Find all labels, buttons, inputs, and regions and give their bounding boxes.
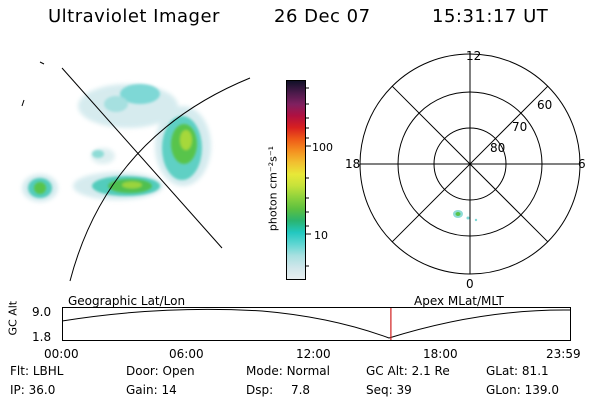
info-dsp-label: Dsp: bbox=[246, 383, 274, 397]
info-ip-label: IP: bbox=[10, 383, 25, 397]
polar-ring-70: 70 bbox=[512, 120, 528, 134]
info-gain-value: 14 bbox=[161, 383, 177, 397]
timeline-right-label: Apex MLat/MLT bbox=[414, 294, 504, 308]
geographic-image-panel[interactable] bbox=[18, 56, 252, 286]
timeline-tick-1: 06:00 bbox=[169, 347, 204, 361]
polar-emission-spot bbox=[453, 210, 478, 222]
polar-grid bbox=[359, 53, 581, 275]
timeline-tick-2: 12:00 bbox=[296, 347, 331, 361]
info-seq-value: 39 bbox=[396, 383, 412, 397]
latitude-arc bbox=[69, 77, 251, 282]
timeline-axis-title: GC Alt bbox=[6, 300, 20, 336]
info-glon-label: GLon: bbox=[486, 383, 521, 397]
info-gain: Gain: 14 bbox=[126, 383, 177, 397]
polar-label-18: 18 bbox=[345, 157, 361, 171]
altitude-timeline[interactable] bbox=[62, 307, 572, 341]
polar-label-6: 6 bbox=[578, 157, 586, 171]
timeline-left-label: Geographic Lat/Lon bbox=[68, 294, 186, 308]
app-title: Ultraviolet Imager bbox=[48, 6, 220, 27]
info-dsp: Dsp: 7.8 bbox=[246, 383, 310, 397]
info-door-label: Door: bbox=[126, 364, 159, 378]
info-glat-label: GLat: bbox=[486, 364, 519, 378]
timeline-tick-4: 23:59 bbox=[546, 347, 581, 361]
info-flt-label: Flt: bbox=[10, 364, 29, 378]
info-mode-label: Mode: bbox=[246, 364, 283, 378]
polar-ring-60: 60 bbox=[537, 98, 553, 112]
info-gc-alt: GC Alt: 2.1 Re bbox=[366, 364, 450, 378]
info-gc-alt-label: GC Alt: bbox=[366, 364, 408, 378]
info-flt-value: LBHL bbox=[32, 364, 64, 378]
timeline-tick-3: 18:00 bbox=[423, 347, 458, 361]
polar-mlat-mlt-plot[interactable] bbox=[342, 48, 598, 292]
info-glon: GLon: 139.0 bbox=[486, 383, 559, 397]
polar-label-12: 12 bbox=[466, 49, 482, 63]
colorbar-tick-10: 10 bbox=[314, 229, 328, 242]
colorbar-unit-label: photon cm⁻²s⁻¹ bbox=[266, 145, 280, 232]
timeline-y-max: 9.0 bbox=[32, 305, 52, 319]
info-glat-value: 81.1 bbox=[521, 364, 549, 378]
info-mode: Mode: Normal bbox=[246, 364, 330, 378]
polar-ring-80: 80 bbox=[490, 141, 506, 155]
edge-tick bbox=[39, 61, 45, 65]
info-dsp-value: 7.8 bbox=[290, 383, 311, 397]
info-flt: Flt: LBHL bbox=[10, 364, 63, 378]
colorbar-tick-100: 100 bbox=[312, 141, 333, 154]
altitude-curve bbox=[62, 308, 571, 339]
header-time: 15:31:17 UT bbox=[432, 6, 549, 27]
info-door-value: Open bbox=[162, 364, 195, 378]
auroral-emission-blobs bbox=[22, 84, 211, 202]
info-glon-value: 139.0 bbox=[524, 383, 559, 397]
edge-tick bbox=[21, 99, 25, 107]
info-seq-label: Seq: bbox=[366, 383, 393, 397]
timeline-tick-0: 00:00 bbox=[44, 347, 79, 361]
polar-label-0: 0 bbox=[466, 277, 474, 291]
info-ip: IP: 36.0 bbox=[10, 383, 55, 397]
info-gain-label: Gain: bbox=[126, 383, 158, 397]
info-ip-value: 36.0 bbox=[28, 383, 56, 397]
info-seq: Seq: 39 bbox=[366, 383, 412, 397]
colorbar-gradient bbox=[287, 81, 305, 279]
timeline-y-min: 1.8 bbox=[32, 330, 52, 344]
info-gc-alt-value: 2.1 Re bbox=[411, 364, 450, 378]
info-mode-value: Normal bbox=[286, 364, 330, 378]
longitude-line bbox=[61, 67, 223, 249]
info-glat: GLat: 81.1 bbox=[486, 364, 549, 378]
header-date: 26 Dec 07 bbox=[274, 6, 371, 27]
colorbar-ticks bbox=[306, 87, 311, 267]
info-door: Door: Open bbox=[126, 364, 195, 378]
colorbar bbox=[286, 80, 306, 280]
